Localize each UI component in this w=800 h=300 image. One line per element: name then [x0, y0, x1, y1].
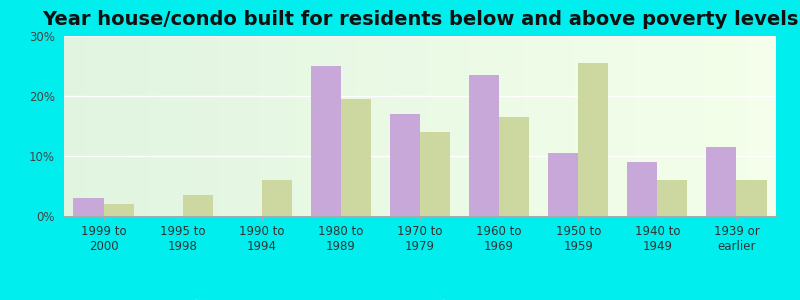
Bar — [103, 204, 134, 216]
Bar — [311, 66, 341, 216]
Bar — [627, 162, 658, 216]
Bar — [341, 99, 371, 216]
Bar — [390, 114, 420, 216]
Bar — [469, 75, 499, 216]
Bar — [420, 132, 450, 216]
Legend: Owners below poverty level, Owners above poverty level: Owners below poverty level, Owners above… — [177, 296, 663, 300]
Bar — [182, 195, 213, 216]
Bar — [658, 180, 687, 216]
Bar — [737, 180, 766, 216]
Bar — [499, 117, 529, 216]
Bar — [578, 63, 608, 216]
Bar — [548, 153, 578, 216]
Bar — [74, 198, 103, 216]
Bar — [262, 180, 292, 216]
Bar — [706, 147, 737, 216]
Title: Year house/condo built for residents below and above poverty levels: Year house/condo built for residents bel… — [42, 10, 798, 29]
